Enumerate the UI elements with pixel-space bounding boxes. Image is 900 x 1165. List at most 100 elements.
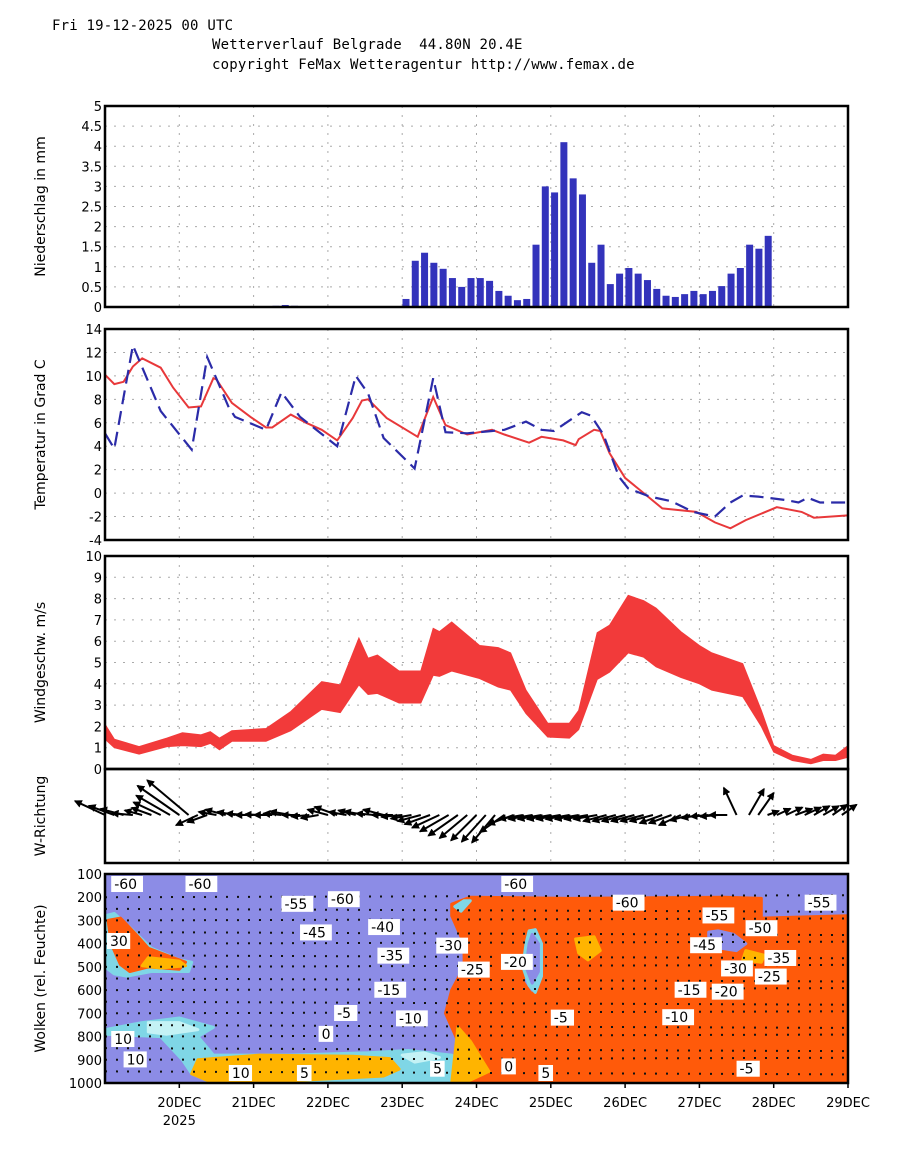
x-tick-label: 21DEC [232, 1096, 276, 1111]
contour-label-box [501, 953, 533, 970]
wind-direction-panel: W-Richtung [33, 767, 858, 865]
y-tick-label: 2.5 [81, 201, 102, 216]
x-tick-label: 22DEC [306, 1096, 350, 1111]
contour-label: 10 [114, 1032, 132, 1048]
y-tick-label: 5 [94, 657, 102, 672]
precip-bar [671, 296, 679, 307]
contour-label: -10 [399, 1011, 422, 1027]
contour-label: -60 [188, 877, 211, 893]
y-tick-label: 500 [77, 961, 102, 976]
cloud-region-yellow [741, 949, 766, 964]
contour-label-box [374, 981, 407, 998]
precip-bar [625, 268, 633, 307]
y-tick-label: 0 [94, 301, 102, 316]
contour-label-box [501, 1058, 516, 1075]
contour-label: -35 [380, 949, 403, 965]
contour-label-box [754, 968, 787, 985]
wind-arrow [831, 803, 849, 816]
precip-bar [551, 192, 559, 307]
y-tick-label: 10 [85, 370, 102, 385]
wind-arrow [757, 791, 775, 816]
precip-bar [690, 290, 698, 307]
wind-arrow [396, 814, 422, 824]
y-tick-label: 8 [94, 593, 102, 608]
chart-panels: Niederschlag in mm 0 0.5 1 1.5 2 2.5 3 3.5 4 4.5 5 T… [33, 100, 870, 1129]
temperature-panel: Temperatur in Grad C -4 -2 0 2 4 6 8 10 12 14 [33, 323, 850, 549]
precip-bar [681, 294, 689, 307]
x-tick-label: 23DEC [380, 1096, 424, 1111]
contour-label-box [736, 1060, 760, 1077]
contour-label: -30 [724, 961, 747, 977]
precip-bar [513, 300, 521, 307]
wind-arrow [403, 814, 431, 826]
contour-label: 0 [504, 1059, 513, 1075]
wind-arrow [418, 814, 450, 833]
contour-label-box [368, 919, 400, 936]
contour-label: -60 [114, 877, 137, 893]
contour-label: -20 [504, 955, 527, 971]
y-tick-label: 7 [94, 614, 102, 629]
precip-bar [718, 286, 726, 307]
temperature-line-red [104, 357, 849, 530]
wind-arrow [73, 800, 106, 816]
y-tick-label: 5 [94, 100, 102, 115]
contour-label: 0 [322, 1027, 331, 1043]
contour-label-box [457, 961, 490, 978]
wind-arrow [438, 814, 468, 839]
x-tick-label: 24DEC [455, 1096, 499, 1111]
precip-bar [467, 278, 475, 307]
contour-label: -60 [616, 896, 639, 912]
contour-label: 5 [541, 1066, 550, 1082]
y-tick-label: 800 [77, 1031, 102, 1046]
contour-label: -15 [377, 983, 400, 999]
y-tick-label: -4 [89, 534, 102, 549]
precip-bar [597, 244, 605, 307]
y-tick-label: 9 [94, 571, 102, 586]
y-axis-label: Windgeschw. m/s [33, 602, 49, 723]
y-tick-label: 300 [77, 914, 102, 929]
wind-arrow [785, 806, 804, 816]
x-tick-year: 2025 [163, 1114, 196, 1129]
contour-label-box [300, 924, 332, 941]
contour-label: -25 [758, 970, 781, 986]
wind-arrow [299, 813, 319, 821]
y-tick-label: 12 [85, 346, 102, 361]
contour-label: -30 [439, 939, 462, 955]
contour-label: 5 [300, 1066, 309, 1082]
precip-bar [764, 235, 772, 307]
wind-arrow [146, 779, 190, 816]
y-tick-label: 4 [94, 678, 102, 693]
contour-label-box [430, 1060, 445, 1077]
contour-labels: -60 -60-55-45-60-40-35-30-25 -20-15-10-503… [107, 876, 837, 1082]
wind-speed-panel: Windgeschw. m/s 0 1 2 3 4 5 6 7 8 9 10 [33, 550, 850, 778]
precip-bar [634, 273, 642, 307]
cloud-region-lightcyan [400, 1051, 441, 1064]
wind-arrow [722, 786, 738, 816]
y-tick-label: 4 [94, 440, 102, 455]
y-tick-label: 0.5 [81, 281, 102, 296]
precip-bar [476, 278, 484, 307]
precip-bar [727, 273, 735, 307]
contour-label-box [804, 894, 837, 911]
contour-label: -50 [749, 921, 772, 937]
contour-label: -20 [715, 985, 738, 1001]
contour-label-box [612, 894, 645, 911]
y-axis-label: Temperatur in Grad C [33, 359, 49, 511]
panel-frame [103, 327, 850, 542]
precip-bar [588, 262, 596, 307]
wind-arrow [813, 805, 831, 816]
contour-label: -40 [371, 920, 394, 936]
y-tick-label: 600 [77, 984, 102, 999]
y-tick-label: 10 [85, 550, 102, 565]
x-tick-label: 28DEC [752, 1096, 796, 1111]
precip-bar [439, 268, 447, 307]
cloud-region-yellow [450, 1025, 491, 1083]
wind-arrow [136, 784, 180, 816]
contour-label-box [538, 1065, 554, 1081]
wind-arrow [795, 807, 814, 816]
contour-label: -55 [284, 897, 307, 913]
cloud-region-yellow [140, 956, 187, 970]
precip-bar [569, 178, 577, 307]
contour-label-box [228, 1065, 253, 1081]
contour-label-box [123, 1051, 147, 1068]
